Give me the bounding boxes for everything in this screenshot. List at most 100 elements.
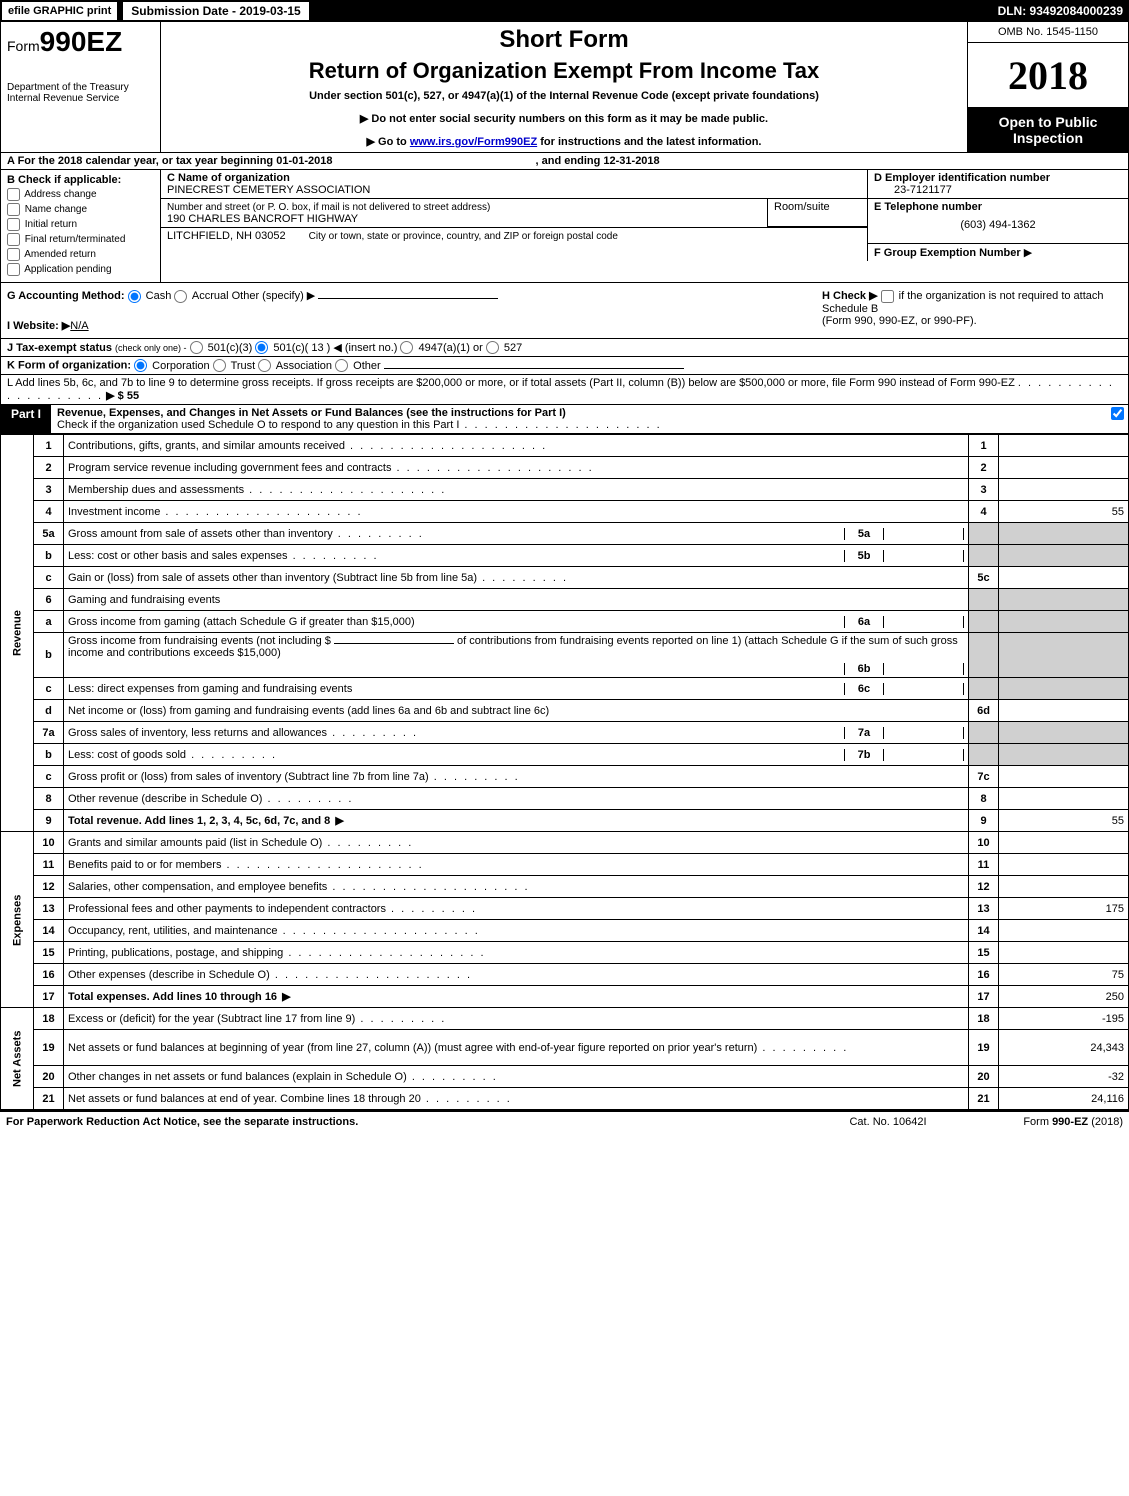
- line-desc: Net assets or fund balances at beginning…: [68, 1042, 757, 1054]
- line-value: -32: [999, 1066, 1129, 1088]
- table-row: Revenue 1Contributions, gifts, grants, a…: [1, 435, 1129, 457]
- line-num: 10: [34, 832, 64, 854]
- line-desc: Contributions, gifts, grants, and simila…: [68, 440, 547, 452]
- line-value: [999, 744, 1129, 766]
- line-num: 17: [34, 986, 64, 1008]
- line-ref: 11: [969, 854, 999, 876]
- chk-initial-return[interactable]: Initial return: [7, 218, 154, 231]
- line-num: 11: [34, 854, 64, 876]
- line-num: c: [34, 567, 64, 589]
- line-value: [999, 700, 1129, 722]
- mid-label: 6a: [844, 616, 884, 628]
- website-value: N/A: [70, 320, 88, 332]
- line-l-amount: ▶ $ 55: [106, 390, 139, 402]
- radio-assoc[interactable]: Association: [258, 360, 332, 372]
- line-desc: Other changes in net assets or fund bala…: [68, 1071, 407, 1083]
- line-desc: Other expenses (describe in Schedule O): [68, 969, 270, 981]
- goto-post: for instructions and the latest informat…: [537, 136, 761, 148]
- radio-501c3[interactable]: 501(c)(3): [190, 342, 253, 354]
- irs-label: Internal Revenue Service: [7, 93, 154, 104]
- line-desc: Less: cost or other basis and sales expe…: [68, 550, 844, 562]
- ssn-warning: ▶ Do not enter social security numbers o…: [169, 112, 959, 125]
- line-num: 1: [34, 435, 64, 457]
- line-value: [999, 766, 1129, 788]
- table-row: 5aGross amount from sale of assets other…: [1, 523, 1129, 545]
- goto-pre: ▶ Go to: [367, 136, 410, 148]
- radio-501c[interactable]: 501(c)( 13 ) ◀ (insert no.): [255, 342, 397, 354]
- line-desc: Occupancy, rent, utilities, and maintena…: [68, 925, 278, 937]
- room-suite: Room/suite: [768, 199, 868, 227]
- section-l: L Add lines 5b, 6c, and 7b to line 9 to …: [0, 375, 1129, 404]
- line-ref: 15: [969, 942, 999, 964]
- line-ref: [969, 678, 999, 700]
- part-i-title: Revenue, Expenses, and Changes in Net As…: [51, 405, 1108, 433]
- table-row: Expenses 10Grants and similar amounts pa…: [1, 832, 1129, 854]
- line-a: A For the 2018 calendar year, or tax yea…: [0, 153, 1129, 170]
- cash-label: Cash: [146, 290, 172, 302]
- line-num: c: [34, 678, 64, 700]
- line-num: 6: [34, 589, 64, 611]
- chk-app-pending[interactable]: Application pending: [7, 263, 154, 276]
- radio-4947[interactable]: 4947(a)(1) or: [400, 342, 482, 354]
- short-form-title: Short Form: [169, 26, 959, 54]
- radio-accrual[interactable]: Accrual: [174, 290, 228, 302]
- line-value: [999, 854, 1129, 876]
- city-label: City or town, state or province, country…: [309, 231, 618, 242]
- mid-label: 5b: [844, 550, 884, 562]
- table-row: dNet income or (loss) from gaming and fu…: [1, 700, 1129, 722]
- chk-h[interactable]: [881, 290, 896, 302]
- radio-corp[interactable]: Corporation: [134, 360, 210, 372]
- chk-amended[interactable]: Amended return: [7, 248, 154, 261]
- return-title: Return of Organization Exempt From Incom…: [169, 58, 959, 84]
- line-ref: [969, 523, 999, 545]
- line-ref: [969, 545, 999, 567]
- phone-number: (603) 494-1362: [874, 219, 1122, 231]
- submission-date: Submission Date - 2019-03-15: [121, 0, 310, 22]
- 4947-label: 4947(a)(1) or: [419, 342, 483, 354]
- irs-link[interactable]: www.irs.gov/Form990EZ: [410, 136, 537, 148]
- line-value: [999, 457, 1129, 479]
- line-ref: 6d: [969, 700, 999, 722]
- line-ref: 7c: [969, 766, 999, 788]
- table-row: 8Other revenue (describe in Schedule O)8: [1, 788, 1129, 810]
- line-value: 55: [999, 810, 1129, 832]
- chk-final-return[interactable]: Final return/terminated: [7, 233, 154, 246]
- line-ref: 9: [969, 810, 999, 832]
- radio-cash[interactable]: Cash: [128, 290, 172, 302]
- table-row: c Gain or (loss) from sale of assets othe…: [1, 567, 1129, 589]
- line-num: 19: [34, 1030, 64, 1066]
- line-value: [999, 545, 1129, 567]
- line-value: [999, 942, 1129, 964]
- line-num: b: [34, 633, 64, 678]
- line-desc: Salaries, other compensation, and employ…: [68, 881, 327, 893]
- line-value: [999, 435, 1129, 457]
- ein: 23-7121177: [894, 184, 952, 196]
- efile-print-button[interactable]: efile GRAPHIC print: [0, 0, 119, 22]
- line-desc: Gross income from gaming (attach Schedul…: [68, 616, 844, 628]
- line-value: [999, 788, 1129, 810]
- radio-527[interactable]: 527: [486, 342, 522, 354]
- line-ref: 21: [969, 1088, 999, 1110]
- part-i-table: Revenue 1Contributions, gifts, grants, a…: [0, 434, 1129, 1110]
- accounting-method-label: G Accounting Method:: [7, 290, 125, 302]
- line-ref: [969, 589, 999, 611]
- line-desc: Gaming and fundraising events: [64, 589, 969, 611]
- line-ref: 16: [969, 964, 999, 986]
- chk-name-change[interactable]: Name change: [7, 203, 154, 216]
- mid-label: 7b: [844, 749, 884, 761]
- table-row: 20Other changes in net assets or fund ba…: [1, 1066, 1129, 1088]
- assoc-label: Association: [276, 360, 332, 372]
- table-row: aGross income from gaming (attach Schedu…: [1, 611, 1129, 633]
- line-ref: [969, 722, 999, 744]
- chk-address-change[interactable]: Address change: [7, 188, 154, 201]
- table-row: Net Assets 18Excess or (deficit) for the…: [1, 1008, 1129, 1030]
- address-change-label: Address change: [24, 189, 96, 200]
- h-text2: (Form 990, 990-EZ, or 990-PF).: [822, 315, 977, 327]
- mid-value: [884, 528, 964, 540]
- tax-year-end: 12-31-2018: [603, 155, 659, 167]
- radio-trust[interactable]: Trust: [213, 360, 256, 372]
- part-i-checkbox[interactable]: [1108, 405, 1128, 433]
- table-row: 13Professional fees and other payments t…: [1, 898, 1129, 920]
- radio-other[interactable]: Other: [335, 360, 381, 372]
- line-desc: Gain or (loss) from sale of assets other…: [68, 572, 477, 584]
